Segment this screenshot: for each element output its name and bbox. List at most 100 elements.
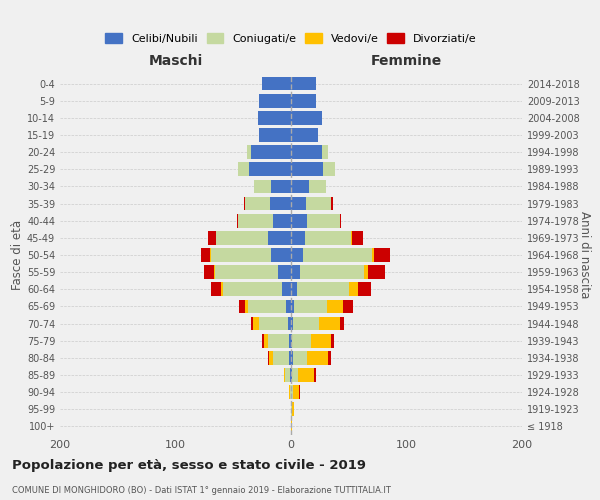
Bar	[291, 300, 295, 314]
Bar	[251, 146, 291, 159]
Bar	[291, 402, 295, 416]
Bar	[291, 402, 295, 416]
Bar	[291, 282, 371, 296]
Bar	[254, 180, 291, 194]
Bar	[238, 214, 291, 228]
Bar	[291, 180, 310, 194]
Bar	[211, 248, 291, 262]
Bar	[289, 386, 291, 399]
Bar	[291, 76, 316, 90]
Bar	[221, 282, 291, 296]
Bar	[287, 316, 291, 330]
Bar	[291, 368, 316, 382]
Bar	[244, 196, 291, 210]
Text: Maschi: Maschi	[148, 54, 203, 68]
Bar	[291, 94, 316, 108]
Bar	[245, 300, 291, 314]
Bar	[291, 282, 358, 296]
Bar	[214, 266, 291, 279]
Bar	[211, 282, 291, 296]
Bar	[257, 111, 291, 124]
Bar	[245, 196, 291, 210]
Bar	[238, 162, 291, 176]
Bar	[291, 386, 293, 399]
Bar	[289, 334, 291, 347]
Bar	[291, 94, 316, 108]
Bar	[259, 128, 291, 142]
Bar	[268, 351, 291, 364]
Bar	[291, 266, 385, 279]
Bar	[272, 214, 291, 228]
Bar	[201, 248, 291, 262]
Bar	[216, 231, 291, 244]
Bar	[291, 368, 298, 382]
Y-axis label: Anni di nascita: Anni di nascita	[578, 212, 591, 298]
Bar	[265, 334, 291, 347]
Bar	[247, 146, 291, 159]
Bar	[291, 316, 293, 330]
Bar	[291, 196, 332, 210]
Bar	[271, 248, 291, 262]
Bar	[291, 214, 340, 228]
Bar	[251, 316, 291, 330]
Bar	[286, 300, 291, 314]
Bar	[245, 196, 291, 210]
Bar	[291, 196, 331, 210]
Bar	[259, 94, 291, 108]
Bar	[253, 316, 291, 330]
Bar	[291, 368, 314, 382]
Bar	[290, 368, 291, 382]
Y-axis label: Fasce di età: Fasce di età	[11, 220, 24, 290]
Bar	[291, 146, 322, 159]
Bar	[291, 282, 349, 296]
Bar	[291, 334, 292, 347]
Bar	[291, 128, 317, 142]
Bar	[291, 231, 352, 244]
Bar	[291, 300, 353, 314]
Bar	[271, 180, 291, 194]
Bar	[291, 128, 317, 142]
Bar	[238, 162, 291, 176]
Bar	[291, 266, 368, 279]
Bar	[272, 351, 291, 364]
Bar	[291, 316, 319, 330]
Bar	[238, 214, 291, 228]
Bar	[291, 386, 300, 399]
Bar	[291, 402, 292, 416]
Bar	[291, 351, 293, 364]
Bar	[262, 76, 291, 90]
Bar	[291, 266, 364, 279]
Bar	[269, 351, 291, 364]
Bar	[223, 282, 291, 296]
Bar	[291, 180, 326, 194]
Bar	[250, 162, 291, 176]
Bar	[291, 316, 340, 330]
Bar	[262, 334, 291, 347]
Bar	[254, 180, 291, 194]
Bar	[262, 76, 291, 90]
Bar	[291, 146, 328, 159]
Bar	[257, 111, 291, 124]
Bar	[291, 248, 391, 262]
Bar	[291, 214, 340, 228]
Bar	[291, 76, 316, 90]
Bar	[291, 368, 292, 382]
Bar	[291, 128, 317, 142]
Bar	[291, 420, 292, 434]
Bar	[210, 248, 291, 262]
Bar	[291, 94, 316, 108]
Bar	[270, 196, 291, 210]
Bar	[247, 146, 291, 159]
Bar	[291, 146, 328, 159]
Bar	[291, 231, 362, 244]
Bar	[259, 94, 291, 108]
Bar	[257, 111, 291, 124]
Bar	[291, 351, 331, 364]
Bar	[291, 162, 323, 176]
Bar	[285, 368, 291, 382]
Bar	[291, 351, 307, 364]
Bar	[291, 214, 341, 228]
Bar	[237, 214, 291, 228]
Bar	[291, 111, 322, 124]
Bar	[291, 196, 331, 210]
